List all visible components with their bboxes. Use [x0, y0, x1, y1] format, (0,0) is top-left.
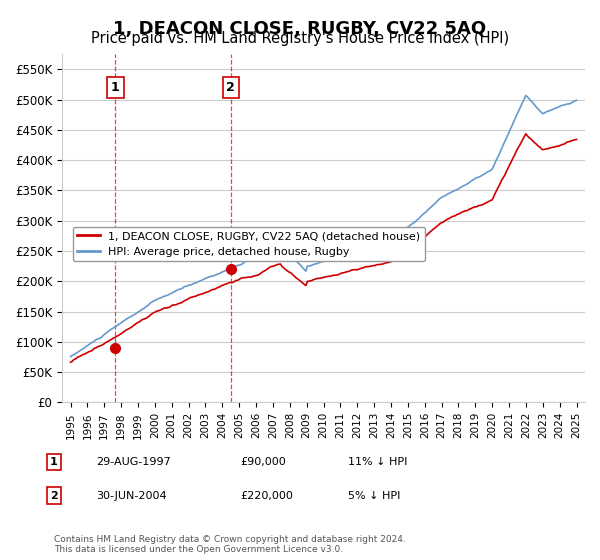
Text: 2: 2	[226, 81, 235, 94]
Text: Contains HM Land Registry data © Crown copyright and database right 2024.
This d: Contains HM Land Registry data © Crown c…	[54, 535, 406, 554]
Text: 11% ↓ HPI: 11% ↓ HPI	[348, 457, 407, 467]
Text: 5% ↓ HPI: 5% ↓ HPI	[348, 491, 400, 501]
Text: Price paid vs. HM Land Registry's House Price Index (HPI): Price paid vs. HM Land Registry's House …	[91, 31, 509, 46]
Text: £90,000: £90,000	[240, 457, 286, 467]
Text: 30-JUN-2004: 30-JUN-2004	[96, 491, 167, 501]
Text: 1, DEACON CLOSE, RUGBY, CV22 5AQ: 1, DEACON CLOSE, RUGBY, CV22 5AQ	[113, 20, 487, 38]
Text: 1: 1	[50, 457, 58, 467]
Text: 29-AUG-1997: 29-AUG-1997	[96, 457, 171, 467]
Text: 2: 2	[50, 491, 58, 501]
Text: 1: 1	[111, 81, 120, 94]
Text: £220,000: £220,000	[240, 491, 293, 501]
Legend: 1, DEACON CLOSE, RUGBY, CV22 5AQ (detached house), HPI: Average price, detached : 1, DEACON CLOSE, RUGBY, CV22 5AQ (detach…	[73, 227, 425, 262]
